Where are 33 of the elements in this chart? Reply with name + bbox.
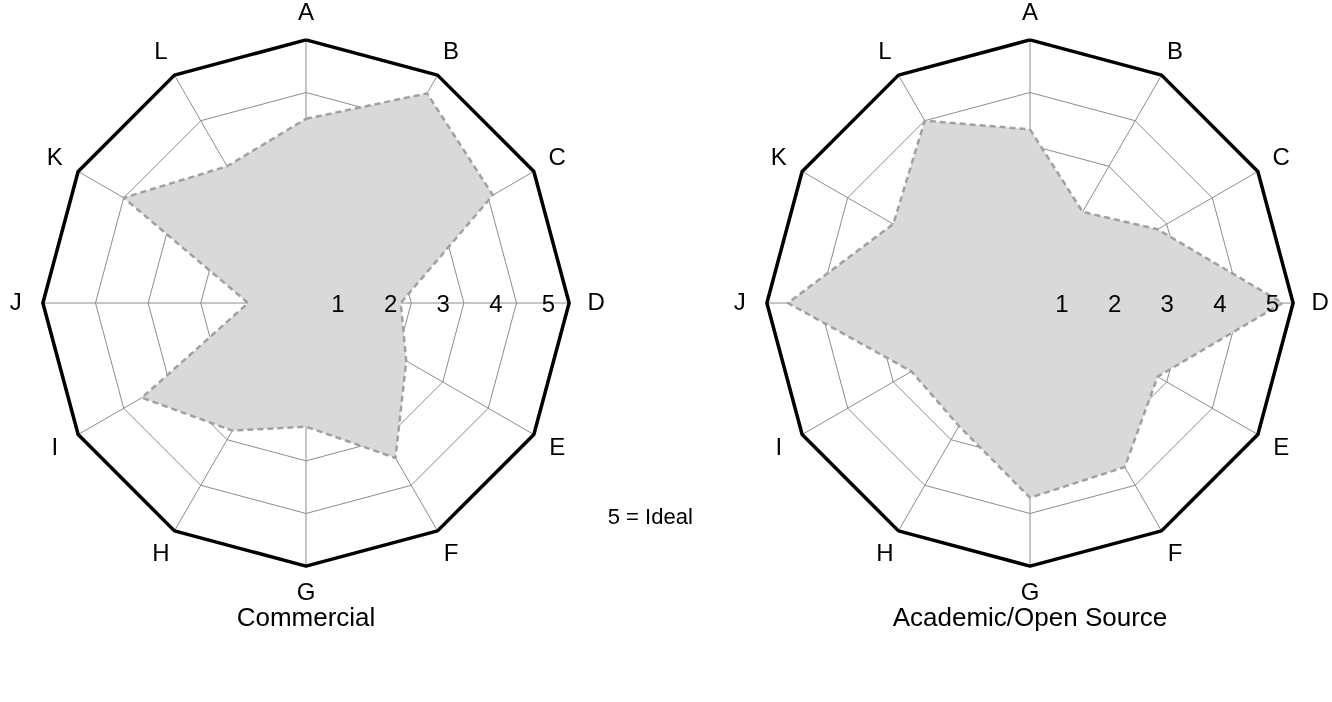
spoke-label: B — [443, 36, 460, 64]
spoke-label: I — [775, 433, 783, 461]
spoke-label: E — [1273, 433, 1290, 461]
spoke-label: D — [587, 288, 605, 315]
spoke-label: F — [443, 539, 459, 567]
y-tick-label: 5 — [541, 290, 556, 318]
spoke-label: J — [9, 288, 22, 315]
spoke-label: A — [1021, 0, 1039, 25]
spoke-label: K — [46, 142, 63, 170]
spoke-label: I — [51, 433, 59, 461]
y-tick-label: 1 — [331, 290, 345, 318]
spoke-label: F — [1167, 539, 1183, 567]
spoke-label: J — [733, 288, 746, 315]
spoke-label: H — [876, 539, 894, 567]
y-tick-label: 1 — [1055, 290, 1069, 318]
spoke-label: A — [297, 0, 315, 25]
y-tick-label: 3 — [436, 290, 450, 318]
y-tick-label: 2 — [383, 290, 398, 318]
spoke-label: E — [549, 433, 566, 461]
y-tick-label: 4 — [489, 290, 503, 318]
spoke-label: D — [1311, 288, 1329, 315]
spoke-label: L — [878, 36, 892, 64]
y-tick-label: 3 — [1160, 290, 1174, 318]
spoke-label: K — [770, 142, 787, 170]
y-tick-label: 2 — [1107, 290, 1122, 318]
y-tick-label: 5 — [1265, 290, 1280, 318]
spoke-label: C — [548, 142, 566, 170]
spoke-label: L — [154, 36, 168, 64]
y-tick-label: 4 — [1213, 290, 1227, 318]
spoke-label: B — [1167, 36, 1184, 64]
text: 5 = Ideal — [607, 503, 693, 529]
spoke-label: C — [1272, 142, 1290, 170]
spoke-label: H — [152, 539, 170, 567]
